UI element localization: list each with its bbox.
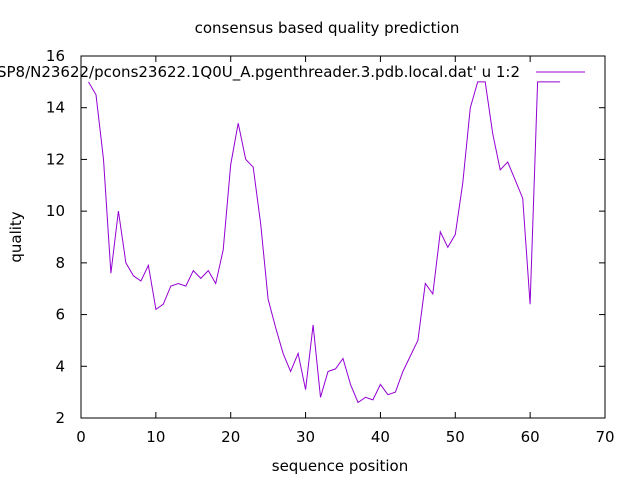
- chart-title: consensus based quality prediction: [195, 19, 460, 37]
- x-tick-label: 10: [146, 428, 165, 446]
- y-tick-label: 14: [46, 99, 65, 117]
- y-axis: 2 4 6 8 10 12 14 16: [46, 47, 605, 427]
- y-tick-label: 2: [55, 409, 65, 427]
- x-tick-label: 60: [521, 428, 540, 446]
- x-tick-label: 30: [296, 428, 315, 446]
- legend-label: '/data/CASP8/N23622/pcons23622.1Q0U_A.pg…: [0, 63, 520, 82]
- x-axis-label: sequence position: [272, 457, 408, 475]
- x-tick-label: 40: [371, 428, 390, 446]
- x-tick-label: 0: [76, 428, 86, 446]
- x-tick-label: 20: [221, 428, 240, 446]
- y-tick-label: 10: [46, 202, 65, 220]
- x-tick-label: 70: [595, 428, 614, 446]
- series-line: [88, 81, 561, 404]
- y-axis-label: quality: [7, 211, 25, 262]
- y-tick-label: 8: [55, 254, 65, 272]
- plot-frame: [80, 55, 606, 419]
- y-tick-label: 16: [46, 47, 65, 65]
- x-tick-label: 50: [446, 428, 465, 446]
- y-tick-label: 12: [46, 150, 65, 168]
- y-tick-label: 4: [55, 357, 65, 375]
- x-axis: 0 10 20 30 40 50 60 70: [76, 56, 615, 446]
- y-tick-label: 6: [55, 306, 65, 324]
